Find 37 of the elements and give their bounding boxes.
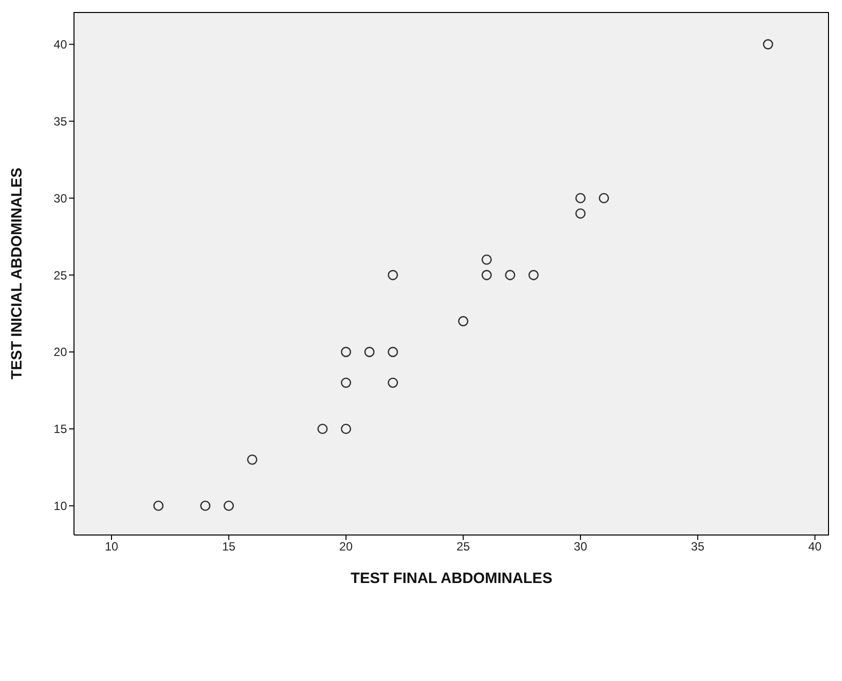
- point: [388, 270, 398, 280]
- point: [364, 346, 375, 358]
- point: [762, 39, 774, 50]
- y-tick-label: 20: [54, 345, 68, 360]
- y-tick-label: 25: [54, 268, 68, 282]
- y-tick-label: 15: [54, 422, 68, 436]
- x-tick-label: 20: [339, 540, 353, 554]
- point: [598, 192, 610, 204]
- point: [317, 424, 328, 434]
- point: [153, 500, 164, 511]
- y-tick-label: 35: [54, 114, 68, 128]
- y-tick-label: 30: [54, 191, 68, 206]
- point: [340, 346, 352, 358]
- y-tick-label: 40: [54, 38, 68, 52]
- x-tick-label: 30: [574, 540, 588, 554]
- x-tick-label: 10: [104, 540, 119, 554]
- y-axis-title: TEST INICIAL ABDOMINALES: [8, 168, 26, 380]
- point: [340, 378, 352, 388]
- x-tick-label: 25: [456, 540, 470, 554]
- point: [388, 378, 398, 388]
- point: [224, 500, 234, 511]
- x-tick-label: 35: [691, 540, 705, 554]
- point: [458, 316, 468, 326]
- point: [340, 424, 352, 434]
- point: [388, 346, 398, 358]
- x-axis-title: TEST FINAL ABDOMINALES: [350, 570, 552, 587]
- point: [482, 254, 492, 265]
- x-tick-label: 40: [808, 540, 822, 554]
- point: [200, 500, 210, 511]
- point: [528, 270, 539, 280]
- point: [504, 270, 516, 280]
- point: [575, 208, 586, 219]
- point: [575, 192, 586, 204]
- point: [482, 270, 492, 280]
- x-tick-label: 15: [222, 540, 236, 554]
- point: [247, 454, 258, 465]
- y-tick-label: 10: [54, 499, 68, 514]
